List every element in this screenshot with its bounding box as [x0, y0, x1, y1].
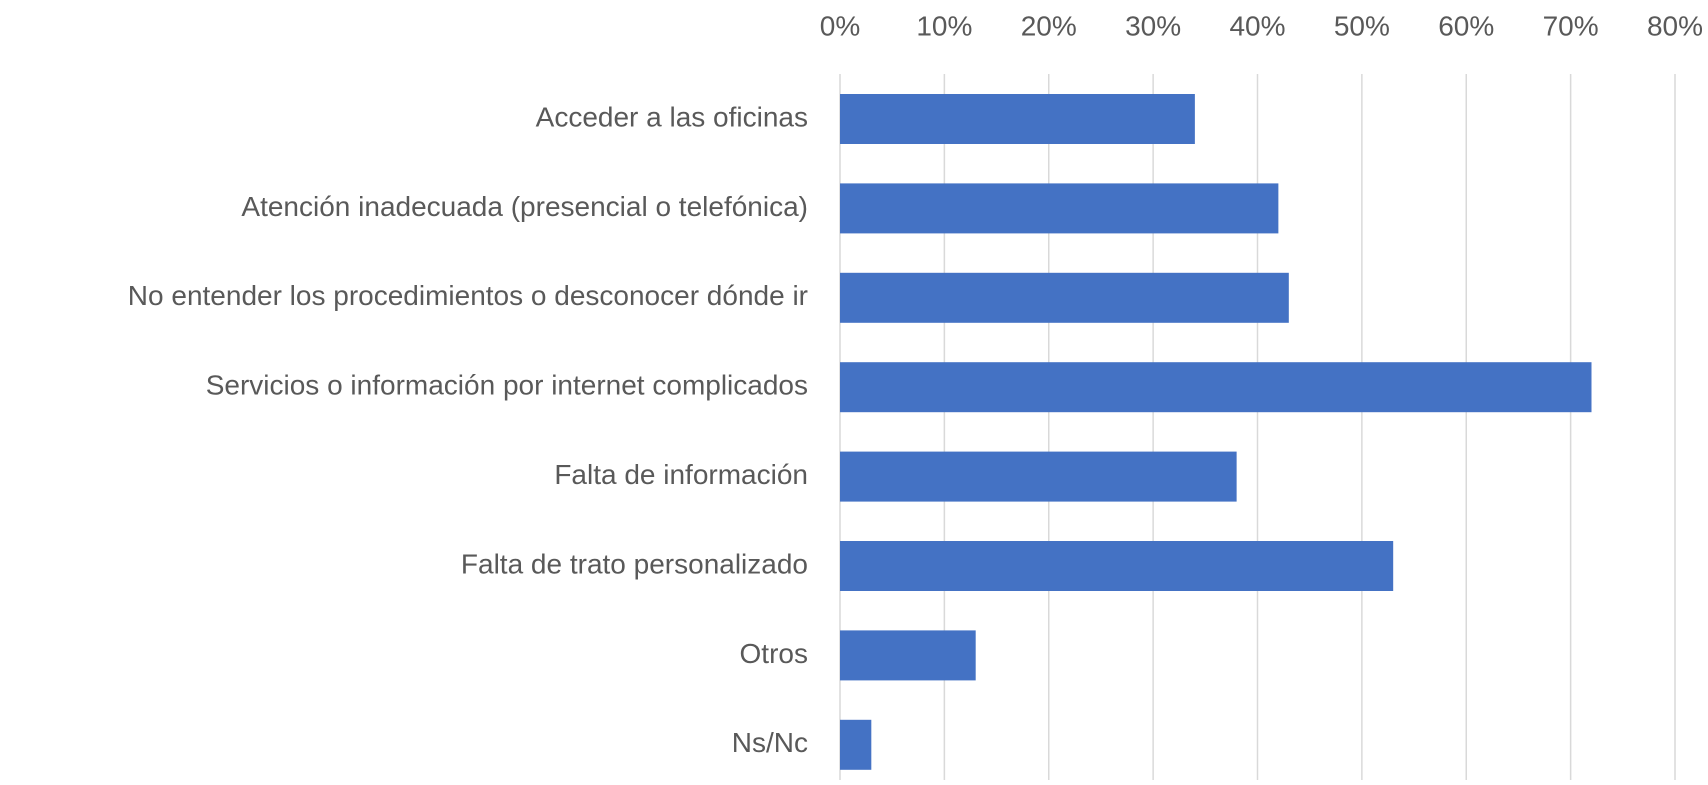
bar — [840, 719, 872, 770]
y-tick-label: Ns/Nc — [732, 727, 808, 758]
x-tick-label: 0% — [820, 10, 860, 41]
x-tick-label: 40% — [1229, 10, 1285, 41]
x-tick-label: 80% — [1647, 10, 1703, 41]
bar — [840, 630, 976, 681]
x-tick-label: 20% — [1021, 10, 1077, 41]
bar — [840, 541, 1394, 591]
x-tick-label: 50% — [1334, 10, 1390, 41]
y-tick-label: Otros — [740, 638, 808, 669]
x-tick-label: 30% — [1125, 10, 1181, 41]
bar — [840, 451, 1237, 502]
x-tick-label: 70% — [1543, 10, 1599, 41]
y-tick-label: Falta de trato personalizado — [461, 548, 808, 579]
y-tick-label: Atención inadecuada (presencial o telefó… — [241, 191, 808, 222]
y-tick-label: Falta de información — [554, 459, 808, 490]
bar — [840, 272, 1289, 323]
y-tick-label: Acceder a las oficinas — [536, 101, 808, 132]
x-tick-label: 60% — [1438, 10, 1494, 41]
bar — [840, 94, 1195, 144]
y-tick-label: No entender los procedimientos o descono… — [128, 280, 808, 311]
x-tick-label: 10% — [916, 10, 972, 41]
bar — [840, 183, 1279, 234]
bar — [840, 362, 1592, 413]
y-tick-label: Servicios o información por internet com… — [206, 370, 808, 401]
